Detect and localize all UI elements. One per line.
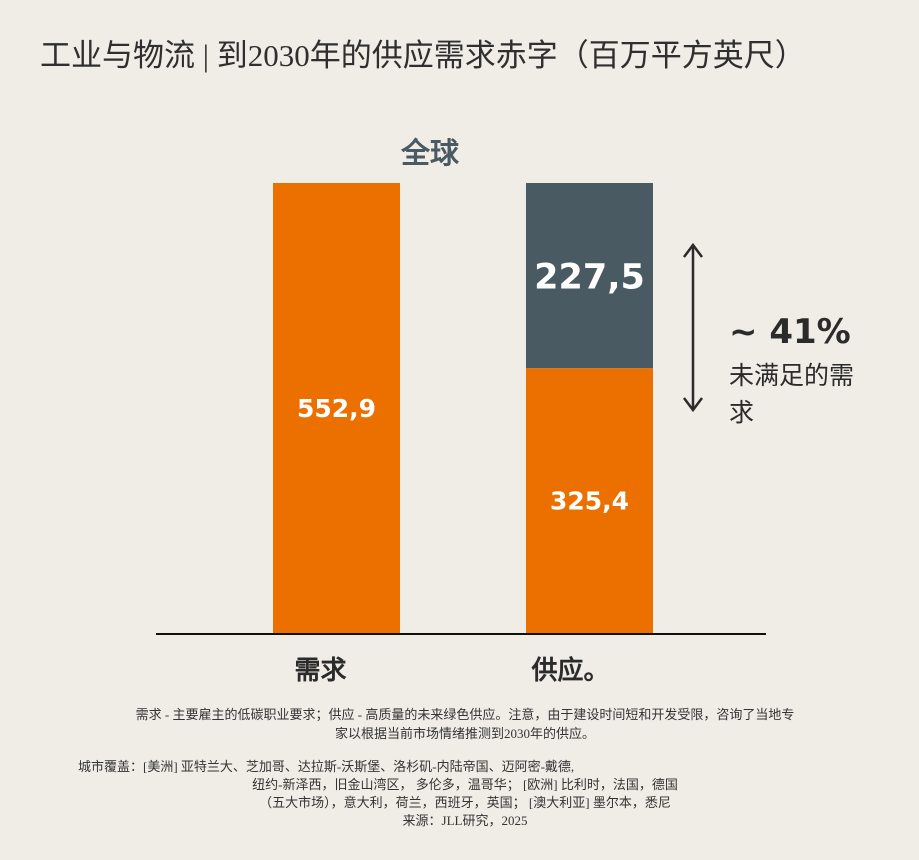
definition-note-line1: 需求 - 主要雇主的低碳职业要求；供应 - 高质量的未来绿色供应。注意，由于建设… bbox=[135, 707, 795, 722]
coverage-note: 城市覆盖：[美洲] 亚特兰大、芝加哥、达拉斯-沃斯堡、洛杉矶-内陆帝国、迈阿密-… bbox=[70, 758, 860, 830]
gap-percent-label: ~ 41% bbox=[729, 312, 851, 352]
coverage-note-line3: （五大市场），意大利，荷兰，西班牙，英国； [澳大利亚] 墨尔本，悉尼 bbox=[259, 795, 671, 810]
data-label-supply-1: 227,5 bbox=[534, 258, 645, 298]
data-label-demand-0: 552,9 bbox=[297, 394, 376, 423]
category-label-supply: 供应。 bbox=[531, 655, 610, 686]
category-label-demand: 需求 bbox=[295, 656, 347, 686]
gap-arrow-head-up bbox=[683, 242, 703, 258]
coverage-note-line1: 城市覆盖：[美洲] 亚特兰大、芝加哥、达拉斯-沃斯堡、洛杉矶-内陆帝国、迈阿密-… bbox=[78, 759, 575, 774]
coverage-note-line2: 纽约-新泽西，旧金山湾区， 多伦多，温哥华； [欧洲] 比利时，法国，德国 bbox=[252, 777, 678, 792]
definition-note: 需求 - 主要雇主的低碳职业要求；供应 - 高质量的未来绿色供应。注意，由于建设… bbox=[70, 705, 860, 743]
gap-description-line2: 求 bbox=[729, 398, 754, 427]
bar-demand-segment-0 bbox=[273, 183, 400, 633]
page-title: 工业与物流 | 到2030年的供应需求赤字（百万平方英尺） bbox=[40, 38, 806, 73]
data-label-supply-0: 325,4 bbox=[550, 487, 629, 516]
gap-description-line1: 未满足的需 bbox=[729, 361, 854, 390]
gap-arrow bbox=[683, 242, 703, 413]
gap-arrow-head-down bbox=[683, 397, 703, 413]
bar-chart: 全球 552,9 325,4 227,5 需求 供应。 ~ 41% 未满足的需 求 bbox=[156, 136, 854, 686]
bar-supply-segment-0 bbox=[526, 368, 653, 633]
chart-title: 全球 bbox=[400, 136, 460, 170]
bar-supply-segment-1 bbox=[526, 183, 653, 369]
source-note: 来源：JLL研究，2025 bbox=[402, 813, 528, 828]
definition-note-line2: 家以根据当前市场情绪推测到2030年的供应。 bbox=[334, 726, 595, 741]
